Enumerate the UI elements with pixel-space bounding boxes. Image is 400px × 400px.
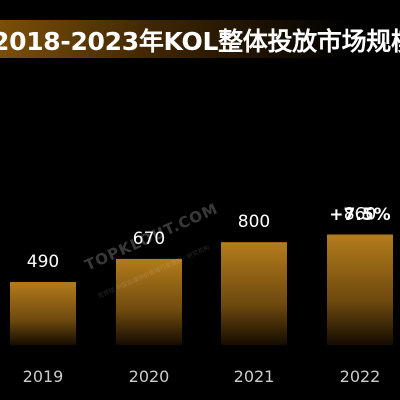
growth-annotation-2022: +7.5% <box>329 205 390 225</box>
x-tick-2020: 2020 <box>129 367 170 386</box>
bar-2022 <box>327 234 393 345</box>
bar-2020 <box>116 258 182 345</box>
value-label-2019: 490 <box>27 252 59 272</box>
x-tick-2021: 2021 <box>234 367 275 386</box>
value-label-2020: 670 <box>133 229 165 249</box>
x-tick-2019: 2019 <box>23 367 64 386</box>
x-tick-2022: 2022 <box>340 367 381 386</box>
chart-title: 2018-2023年KOL整体投放市场规模 <box>0 27 400 56</box>
title-highlight <box>0 20 350 58</box>
value-label-2022: 860 <box>344 204 376 224</box>
value-label-2021: 800 <box>238 212 270 232</box>
bar-2021 <box>221 242 287 345</box>
bar-2019 <box>10 282 76 345</box>
